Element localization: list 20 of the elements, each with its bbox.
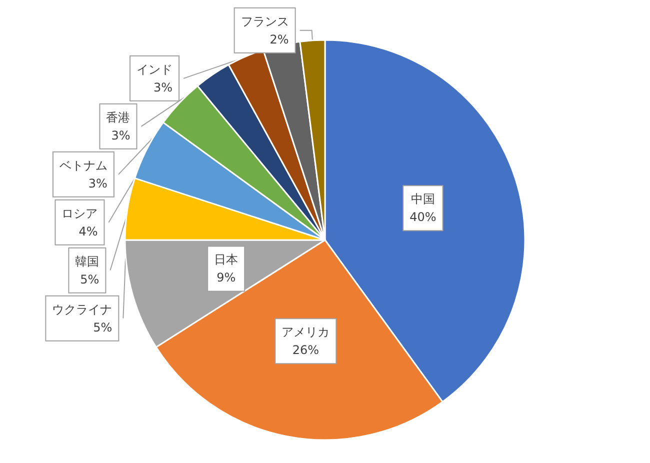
slice-label: 韓国 — [75, 254, 100, 268]
slice-label: 中国 — [410, 192, 435, 206]
slice-label: 香港 — [106, 110, 130, 124]
data-label: 3% — [153, 80, 173, 94]
data-label: 26% — [292, 343, 320, 358]
data-label: 3% — [88, 176, 108, 190]
slice-label: ウクライナ — [52, 302, 112, 316]
slice-label: 日本 — [214, 252, 238, 267]
data-label: 9% — [216, 270, 236, 285]
data-label: 3% — [111, 128, 130, 142]
slice-label: ロシア — [62, 206, 98, 220]
data-label: 40% — [410, 210, 436, 224]
data-label: 4% — [78, 224, 98, 238]
slice-label: ベトナム — [59, 158, 108, 172]
slice-label: アメリカ — [282, 325, 330, 340]
slice-label: インド — [136, 62, 173, 76]
slice-label: フランス — [240, 14, 289, 28]
data-label: 5% — [93, 320, 112, 334]
data-label: 2% — [270, 32, 289, 46]
data-label: 5% — [80, 272, 100, 286]
